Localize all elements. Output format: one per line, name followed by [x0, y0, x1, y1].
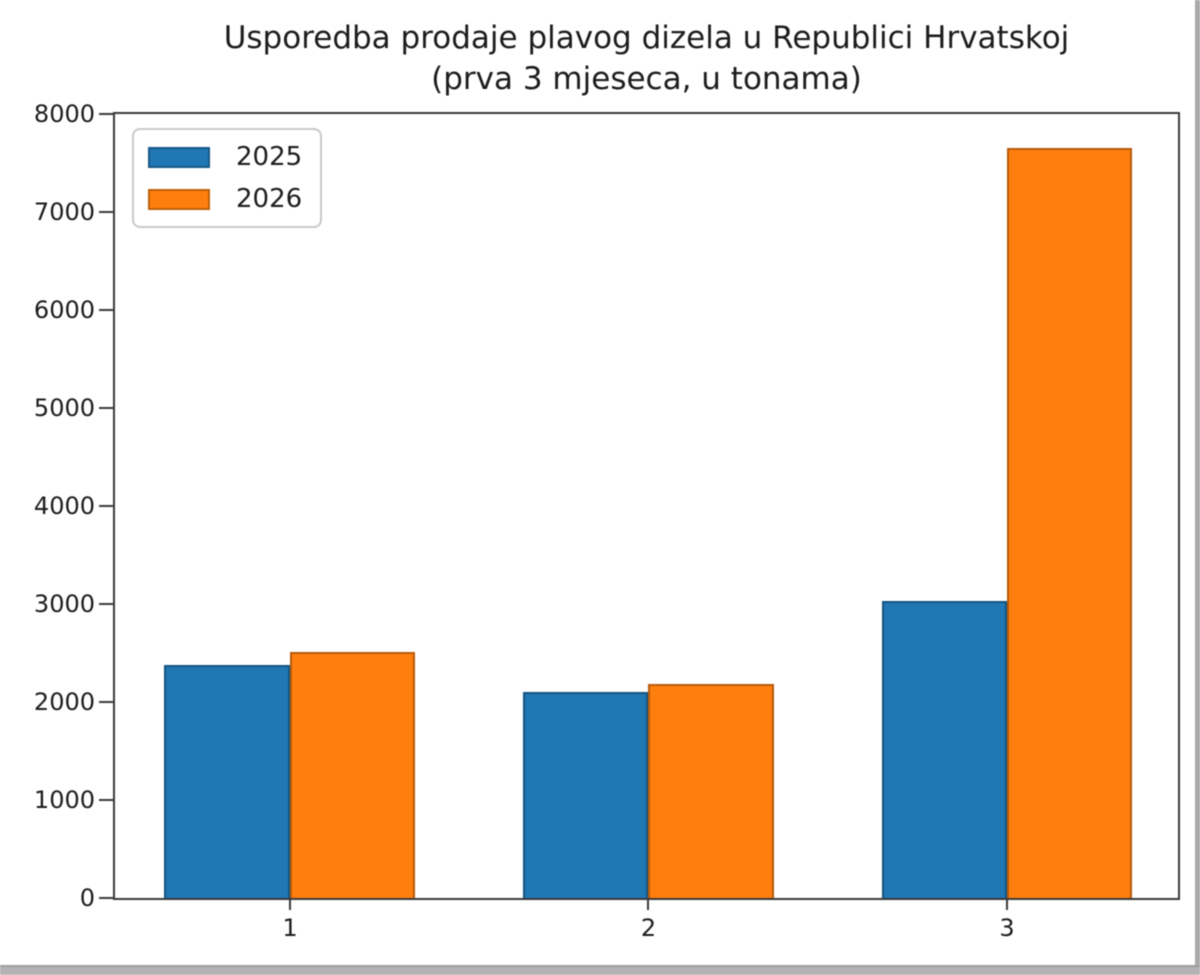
bar-2025-3 [881, 601, 1007, 898]
y-axis-tick-label: 4000 [33, 492, 95, 520]
bar-2026-1 [289, 652, 416, 898]
bar-2025-2 [522, 692, 649, 898]
plot-area: 2025 2026 0 1000 2000 3000 4000 5000 6000 7000 80… [34, 100, 1180, 942]
x-axis-tick [647, 900, 650, 910]
legend-item-2025: 2025 [148, 142, 302, 172]
y-axis-tick-label: 8000 [33, 100, 95, 128]
plot-inner: 2025 2026 0 1000 2000 3000 4000 5000 6000 7000 80… [34, 100, 1178, 942]
y-axis-tick [99, 505, 113, 507]
y-axis-tick [99, 113, 113, 115]
legend-label-2025: 2025 [236, 142, 303, 172]
window-edge-right [1195, 0, 1200, 975]
y-axis-tick-label: 7000 [33, 198, 95, 226]
y-axis-tick [99, 603, 113, 605]
y-axis-tick-label: 2000 [33, 688, 95, 716]
bar-2026-3 [1006, 148, 1133, 898]
x-axis-tick [1005, 900, 1008, 910]
x-axis-tick-label: 1 [282, 914, 298, 942]
y-axis-tick [99, 211, 113, 213]
legend-swatch-2026 [148, 188, 210, 210]
chart-title-line2: (prva 3 mjeseca, u tonama) [431, 61, 862, 97]
bar-2025-1 [164, 664, 290, 898]
y-axis-tick-label: 5000 [33, 394, 95, 422]
y-axis-tick [99, 897, 113, 899]
y-axis-tick [99, 407, 113, 409]
legend-item-2026: 2026 [148, 184, 302, 214]
y-axis-tick [99, 799, 113, 801]
legend-swatch-2025 [148, 146, 210, 168]
chart-title: Usporedba prodaje plavog dizela u Republ… [113, 18, 1180, 100]
y-axis-tick-label: 1000 [33, 786, 95, 814]
y-axis-tick [99, 701, 113, 703]
x-axis-tick-label: 3 [999, 914, 1015, 942]
legend-box: 2025 2026 [132, 128, 323, 228]
y-axis-tick-label: 6000 [33, 296, 95, 324]
y-axis-tick [99, 309, 113, 311]
window-edge-bottom [0, 965, 1200, 975]
x-axis-tick [288, 900, 291, 910]
y-axis-tick-label: 0 [79, 884, 95, 912]
legend-label-2026: 2026 [236, 184, 303, 214]
chart-title-line1: Usporedba prodaje plavog dizela u Republ… [223, 20, 1070, 56]
bar-2026-2 [648, 684, 774, 898]
y-axis-tick-label: 3000 [33, 590, 95, 618]
x-axis-tick-label: 2 [640, 914, 657, 942]
